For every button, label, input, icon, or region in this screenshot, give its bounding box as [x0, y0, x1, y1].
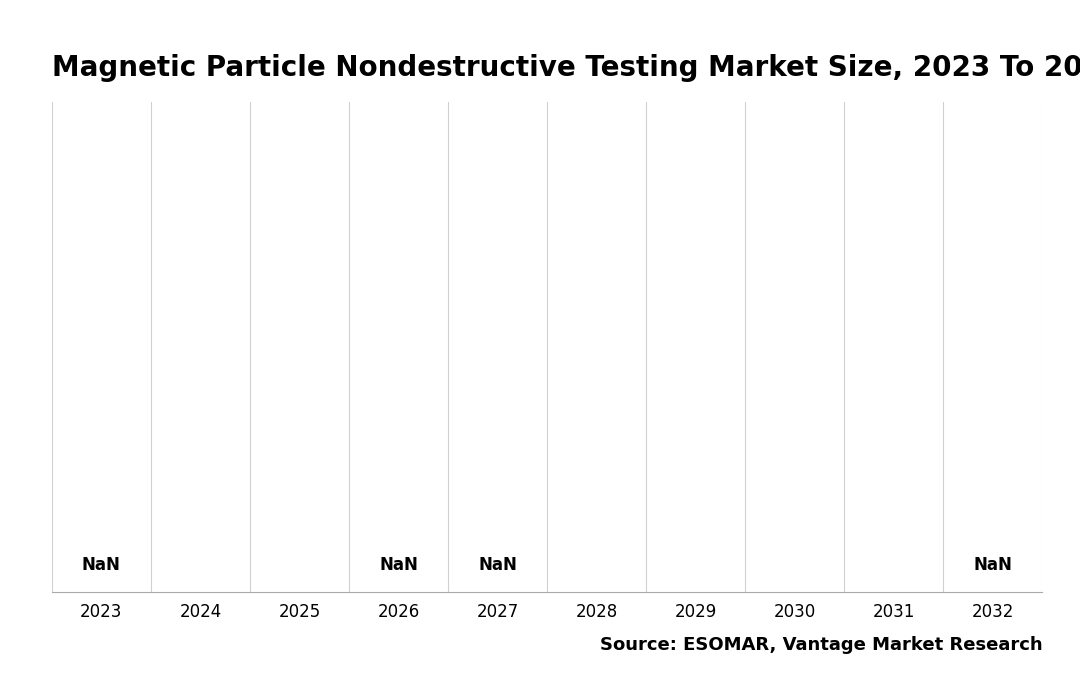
Text: NaN: NaN: [973, 556, 1012, 574]
Text: NaN: NaN: [82, 556, 121, 574]
Text: Magnetic Particle Nondestructive Testing Market Size, 2023 To 2032 (USD Billion): Magnetic Particle Nondestructive Testing…: [52, 55, 1080, 83]
Text: NaN: NaN: [478, 556, 517, 574]
Text: Source: ESOMAR, Vantage Market Research: Source: ESOMAR, Vantage Market Research: [599, 636, 1042, 655]
Text: NaN: NaN: [379, 556, 418, 574]
